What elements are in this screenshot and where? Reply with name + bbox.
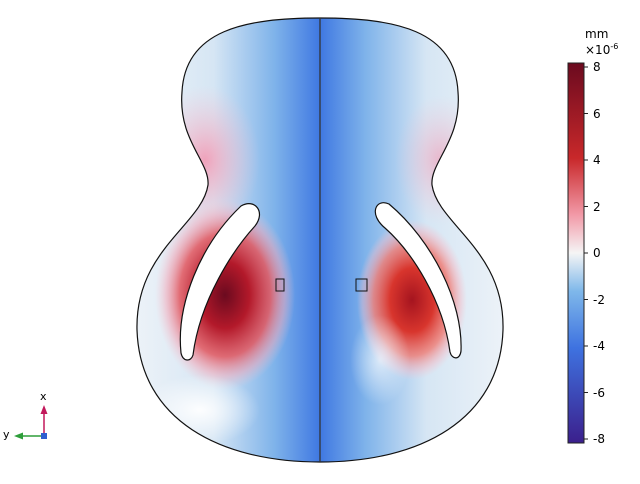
colorbar-ticks (584, 66, 588, 440)
z-axis-origin-icon (41, 433, 47, 439)
colorbar (567, 62, 585, 444)
colorbar-tick-label: -8 (593, 432, 605, 446)
colorbar-tick-label: 0 (593, 246, 601, 260)
colorbar-tick-label: -2 (593, 292, 605, 307)
colorbar-tick-label: 4 (593, 153, 601, 167)
x-axis-arrow-icon (40, 405, 48, 414)
colorbar-tick-label: -4 (593, 339, 605, 353)
marker-right (355, 278, 368, 292)
colorbar-multiplier: ×10-6 (585, 42, 618, 57)
y-axis-label: y (3, 428, 10, 441)
colorbar-unit: mm (585, 27, 609, 41)
colorbar-tick-label: -6 (593, 385, 605, 400)
colorbar-multiplier-exponent: -6 (610, 42, 619, 51)
colorbar-tick-label: 8 (593, 60, 601, 74)
x-axis-label: x (40, 390, 47, 403)
sound-hole-left (179, 203, 261, 361)
marker-left (275, 278, 285, 292)
colorbar-tick-label: 2 (593, 199, 601, 214)
colorbar-tick-label: 6 (593, 106, 601, 121)
colorbar-multiplier-base: ×10 (585, 43, 611, 57)
sound-hole-right (374, 202, 462, 359)
y-axis-arrow-icon (14, 432, 23, 440)
axis-triad (14, 405, 48, 440)
